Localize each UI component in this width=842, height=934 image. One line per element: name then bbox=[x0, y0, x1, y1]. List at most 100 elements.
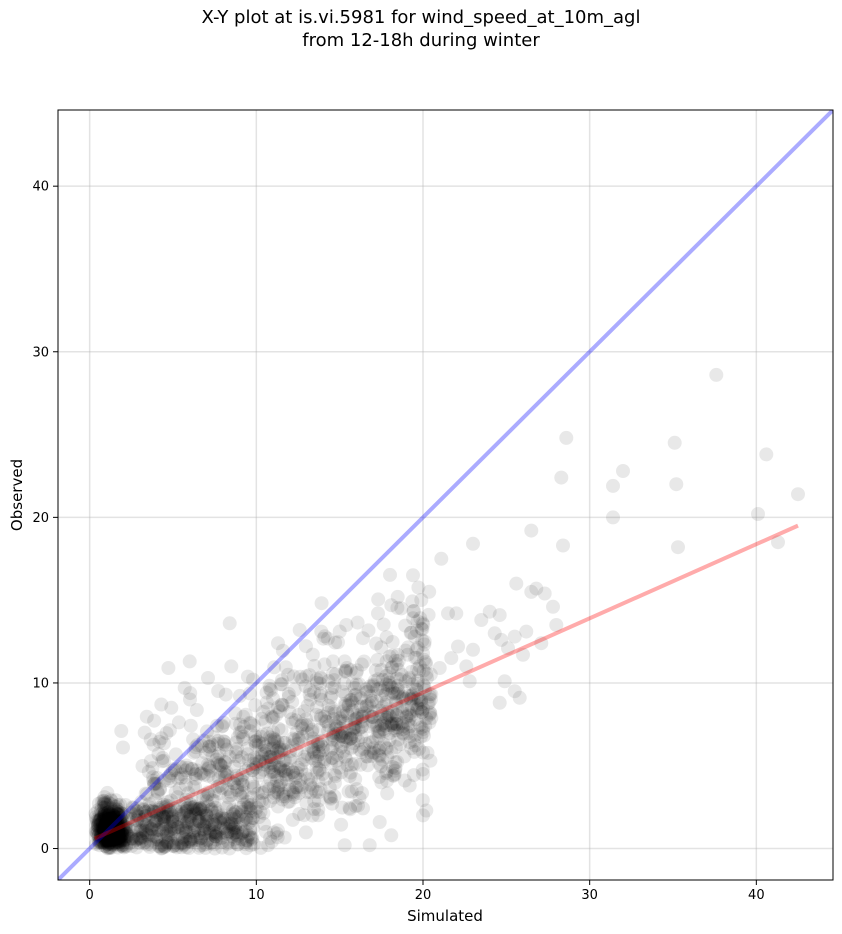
scatter-point bbox=[98, 828, 112, 842]
scatter-point bbox=[166, 836, 180, 851]
scatter-point bbox=[103, 834, 118, 849]
scatter-point bbox=[416, 808, 430, 823]
scatter-point bbox=[109, 802, 124, 817]
scatter-point bbox=[208, 800, 223, 815]
scatter-point bbox=[383, 567, 397, 582]
scatter-point bbox=[122, 836, 137, 850]
scatter-point bbox=[303, 683, 318, 698]
scatter-point bbox=[168, 801, 183, 816]
scatter-point bbox=[667, 435, 682, 450]
scatter-point bbox=[200, 724, 214, 739]
scatter-point bbox=[262, 678, 277, 693]
scatter-point bbox=[288, 780, 303, 795]
scatter-point bbox=[192, 814, 207, 829]
scatter-point bbox=[196, 823, 211, 838]
scatter-point bbox=[416, 652, 431, 667]
scatter-point bbox=[281, 777, 296, 792]
scatter-point bbox=[155, 817, 170, 832]
scatter-point bbox=[111, 827, 126, 842]
scatter-point bbox=[103, 829, 118, 844]
scatter-point bbox=[219, 742, 234, 757]
scatter-point bbox=[179, 802, 194, 816]
scatter-point bbox=[162, 723, 177, 738]
scatter-point bbox=[230, 730, 245, 745]
scatter-point bbox=[111, 835, 126, 850]
scatter-point bbox=[197, 819, 212, 834]
scatter-point bbox=[388, 755, 403, 770]
scatter-point bbox=[164, 835, 179, 850]
scatter-point bbox=[214, 780, 229, 795]
scatter-point bbox=[93, 817, 108, 831]
scatter-point bbox=[98, 824, 112, 839]
scatter-point bbox=[139, 818, 154, 833]
scatter-point bbox=[354, 719, 369, 734]
scatter-point bbox=[107, 810, 122, 824]
scatter-point bbox=[326, 711, 341, 726]
scatter-point bbox=[116, 833, 131, 848]
scatter-point bbox=[205, 748, 220, 763]
scatter-point bbox=[305, 781, 320, 796]
scatter-point bbox=[449, 606, 464, 621]
scatter-point bbox=[107, 809, 122, 824]
scatter-point bbox=[104, 826, 119, 841]
scatter-point bbox=[113, 833, 128, 848]
scatter-point bbox=[181, 834, 196, 849]
scatter-point bbox=[292, 623, 307, 637]
scatter-point bbox=[135, 830, 150, 845]
scatter-point bbox=[104, 831, 119, 846]
scatter-point bbox=[174, 804, 189, 819]
scatter-point bbox=[188, 744, 203, 759]
scatter-point bbox=[111, 835, 126, 850]
scatter-point bbox=[97, 794, 112, 809]
scatter-point bbox=[271, 700, 285, 715]
scatter-point bbox=[273, 677, 288, 692]
scatter-point bbox=[248, 760, 263, 775]
scatter-point bbox=[100, 806, 115, 821]
scatter-point bbox=[205, 793, 220, 808]
scatter-point bbox=[390, 600, 405, 615]
scatter-point bbox=[276, 753, 291, 768]
scatter-point bbox=[277, 743, 292, 757]
scatter-point bbox=[406, 768, 421, 783]
scatter-point bbox=[362, 697, 377, 712]
scatter-point bbox=[293, 772, 308, 787]
scatter-point bbox=[287, 768, 302, 783]
scatter-point bbox=[111, 821, 126, 835]
scatter-point bbox=[111, 814, 126, 829]
scatter-point bbox=[110, 810, 124, 824]
scatter-point bbox=[105, 829, 120, 843]
scatter-point bbox=[512, 690, 527, 705]
scatter-point bbox=[368, 718, 383, 733]
scatter-point bbox=[106, 823, 121, 838]
scatter-point bbox=[94, 826, 109, 841]
scatter-point bbox=[178, 824, 193, 839]
scatter-point bbox=[348, 799, 363, 814]
scatter-point bbox=[416, 702, 431, 716]
scatter-point bbox=[111, 840, 126, 855]
scatter-point bbox=[192, 801, 207, 816]
scatter-point bbox=[183, 834, 197, 849]
scatter-point bbox=[390, 682, 405, 697]
scatter-point bbox=[234, 786, 249, 801]
scatter-point bbox=[138, 825, 153, 840]
scatter-point bbox=[185, 800, 200, 815]
scatter-point bbox=[133, 830, 148, 845]
scatter-point bbox=[107, 833, 121, 848]
scatter-point bbox=[223, 816, 238, 831]
scatter-point bbox=[228, 745, 243, 760]
scatter-point bbox=[230, 780, 245, 795]
scatter-point bbox=[432, 661, 447, 675]
scatter-point bbox=[380, 741, 394, 756]
scatter-point bbox=[337, 654, 352, 669]
scatter-point bbox=[546, 599, 560, 614]
scatter-point bbox=[92, 835, 107, 849]
scatter-point bbox=[211, 814, 226, 829]
scatter-point bbox=[95, 834, 110, 849]
scatter-point bbox=[183, 809, 198, 824]
scatter-point bbox=[281, 667, 296, 682]
scatter-point bbox=[416, 617, 431, 632]
scatter-point bbox=[274, 673, 289, 688]
scatter-point bbox=[343, 802, 358, 817]
scatter-point bbox=[347, 681, 362, 695]
scatter-point bbox=[385, 709, 400, 723]
